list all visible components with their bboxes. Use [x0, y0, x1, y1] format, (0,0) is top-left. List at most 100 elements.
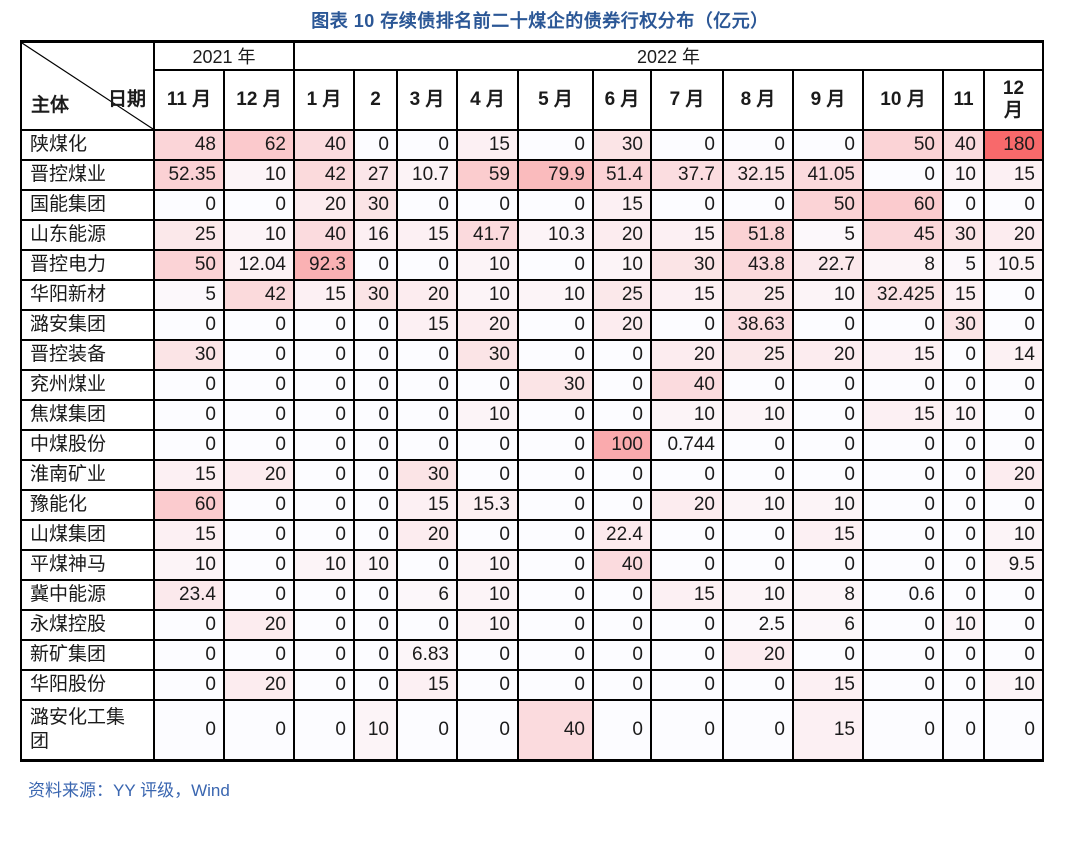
value-cell: 5 — [153, 279, 225, 311]
entity-label: 晋控装备 — [20, 339, 155, 371]
value-cell: 0 — [353, 519, 398, 551]
value-cell: 20 — [722, 639, 794, 671]
value-cell: 0 — [983, 639, 1044, 671]
value-cell: 0 — [592, 459, 652, 491]
value-cell: 0 — [722, 549, 794, 581]
value-cell: 6 — [396, 579, 458, 611]
value-cell: 30 — [456, 339, 519, 371]
value-cell: 10 — [792, 489, 864, 521]
value-cell: 0 — [153, 309, 225, 341]
entity-label: 晋控电力 — [20, 249, 155, 281]
value-cell: 0 — [983, 579, 1044, 611]
value-cell: 0 — [517, 489, 594, 521]
month-header: 11 — [942, 69, 985, 131]
value-cell: 0 — [353, 459, 398, 491]
value-cell: 0 — [396, 549, 458, 581]
table-row: 淮南矿业 15 20 0 0 30 0 0 0 0 0 0 0 0 20 — [20, 459, 1044, 491]
value-cell: 0 — [396, 249, 458, 281]
value-cell: 15 — [862, 399, 944, 431]
table-row: 山煤集团 15 0 0 0 20 0 0 22.4 0 0 15 0 0 10 — [20, 519, 1044, 551]
value-cell: 20 — [223, 669, 295, 701]
value-cell: 0 — [862, 639, 944, 671]
value-cell: 20 — [650, 339, 724, 371]
value-cell: 0 — [792, 639, 864, 671]
value-cell: 0 — [517, 639, 594, 671]
value-cell: 15 — [293, 279, 355, 311]
value-cell: 45 — [862, 219, 944, 251]
month-header: 4 月 — [456, 69, 519, 131]
table-row: 晋控装备 30 0 0 0 0 30 0 0 20 25 20 15 0 14 — [20, 339, 1044, 371]
value-cell: 0 — [353, 249, 398, 281]
value-cell: 30 — [353, 279, 398, 311]
value-cell: 41.05 — [792, 159, 864, 191]
value-cell: 0 — [722, 669, 794, 701]
value-cell: 0 — [983, 609, 1044, 641]
value-cell: 10 — [223, 159, 295, 191]
month-header: 2 — [353, 69, 398, 131]
value-cell: 40 — [517, 699, 594, 761]
value-cell: 6 — [792, 609, 864, 641]
value-cell: 10 — [983, 669, 1044, 701]
value-cell: 25 — [722, 279, 794, 311]
value-cell: 0 — [517, 669, 594, 701]
value-cell: 10 — [592, 249, 652, 281]
table-row: 中煤股份 0 0 0 0 0 0 0 100 0.744 0 0 0 0 0 — [20, 429, 1044, 461]
value-cell: 0 — [722, 429, 794, 461]
value-cell: 0 — [650, 639, 724, 671]
value-cell: 15 — [650, 279, 724, 311]
value-cell: 51.8 — [722, 219, 794, 251]
value-cell: 0 — [396, 129, 458, 161]
value-cell: 0 — [650, 699, 724, 761]
entity-label: 豫能化 — [20, 489, 155, 521]
value-cell: 0 — [942, 519, 985, 551]
value-cell: 0 — [592, 369, 652, 401]
value-cell: 15 — [792, 669, 864, 701]
value-cell: 48 — [153, 129, 225, 161]
month-header: 7 月 — [650, 69, 724, 131]
value-cell: 15 — [456, 129, 519, 161]
value-cell: 0 — [456, 699, 519, 761]
value-cell: 14 — [983, 339, 1044, 371]
value-cell: 6.83 — [396, 639, 458, 671]
value-cell: 0 — [862, 669, 944, 701]
value-cell: 0 — [293, 579, 355, 611]
value-cell: 15 — [792, 699, 864, 761]
table-row: 潞安集团 0 0 0 0 15 20 0 20 0 38.63 0 0 30 0 — [20, 309, 1044, 341]
table-row: 平煤神马 10 0 10 10 0 10 0 40 0 0 0 0 0 9.5 — [20, 549, 1044, 581]
entity-label: 焦煤集团 — [20, 399, 155, 431]
value-cell: 0 — [293, 519, 355, 551]
value-cell: 0 — [153, 639, 225, 671]
value-cell: 27 — [353, 159, 398, 191]
diagonal-divider-icon — [22, 43, 153, 129]
value-cell: 0 — [592, 339, 652, 371]
month-header: 3 月 — [396, 69, 458, 131]
value-cell: 10 — [293, 549, 355, 581]
value-cell: 0 — [223, 519, 295, 551]
value-cell: 0 — [456, 459, 519, 491]
value-cell: 30 — [517, 369, 594, 401]
value-cell: 0 — [792, 129, 864, 161]
value-cell: 0 — [517, 549, 594, 581]
value-cell: 10 — [456, 579, 519, 611]
value-cell: 15 — [942, 279, 985, 311]
value-cell: 0 — [792, 369, 864, 401]
value-cell: 0 — [592, 669, 652, 701]
value-cell: 20 — [792, 339, 864, 371]
value-cell: 92.3 — [293, 249, 355, 281]
value-cell: 10 — [456, 549, 519, 581]
value-cell: 0 — [592, 489, 652, 521]
value-cell: 2.5 — [722, 609, 794, 641]
year-2022-header: 2022 年 — [293, 40, 1044, 71]
value-cell: 10 — [792, 279, 864, 311]
value-cell: 0 — [650, 609, 724, 641]
value-cell: 0 — [942, 489, 985, 521]
value-cell: 0 — [517, 519, 594, 551]
value-cell: 0 — [396, 339, 458, 371]
entity-label: 新矿集团 — [20, 639, 155, 671]
value-cell: 10 — [942, 159, 985, 191]
value-cell: 15.3 — [456, 489, 519, 521]
value-cell: 0 — [983, 429, 1044, 461]
value-cell: 15 — [396, 309, 458, 341]
value-cell: 0 — [862, 369, 944, 401]
